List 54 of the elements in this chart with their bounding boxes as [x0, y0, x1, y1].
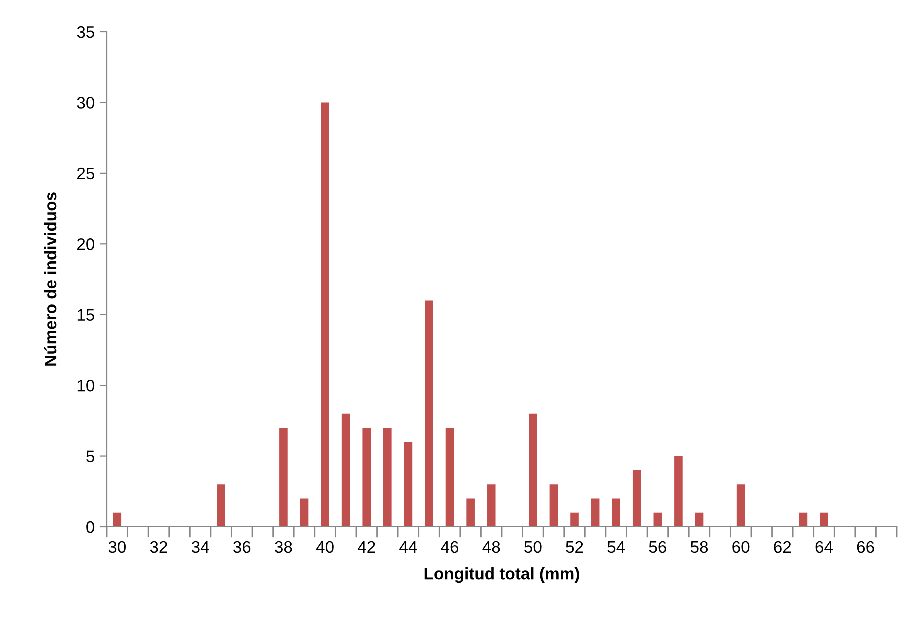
x-tick-label: 58 [690, 541, 708, 554]
bar [113, 512, 122, 527]
y-tick-label: 15 [78, 309, 94, 322]
bar [404, 442, 413, 527]
bar [280, 428, 288, 527]
bar [529, 414, 538, 527]
bar [570, 512, 579, 527]
x-tick-label: 42 [358, 541, 376, 553]
x-tick-label: 30 [108, 541, 126, 554]
bar [612, 498, 620, 527]
bar [362, 428, 372, 527]
x-tick-label: 50 [524, 541, 542, 554]
x-tick-label: 52 [566, 541, 584, 554]
y-tick-label: 30 [77, 97, 95, 109]
bar [799, 512, 808, 527]
bar [487, 484, 496, 527]
x-axis-title: Longitud total (mm) [424, 568, 580, 584]
x-tick-label: 46 [441, 541, 459, 554]
bar [674, 456, 683, 527]
y-tick-label: 25 [77, 168, 94, 180]
x-tick-label: 36 [234, 541, 251, 554]
x-tick-label: 56 [649, 541, 666, 554]
x-tick-label: 54 [608, 542, 626, 554]
bar [632, 470, 642, 527]
x-tick-label: 38 [275, 541, 292, 554]
y-axis-title: Número de individuos [44, 192, 57, 366]
bar [695, 512, 704, 527]
y-tick-label: 5 [86, 450, 94, 462]
bar [466, 498, 475, 527]
x-tick-label: 32 [150, 541, 168, 554]
x-tick-label: 64 [816, 541, 834, 554]
bar [300, 498, 309, 527]
x-tick-label: 40 [316, 541, 334, 554]
bar [384, 428, 392, 527]
y-tick-label: 35 [77, 26, 94, 38]
bar [342, 414, 350, 527]
bar [217, 484, 226, 527]
y-tick-label: 20 [77, 238, 95, 250]
bar [736, 484, 746, 527]
bar [820, 512, 828, 527]
x-tick-label: 48 [482, 541, 500, 554]
x-tick-label: 66 [857, 541, 874, 554]
x-tick-label: 34 [192, 541, 210, 554]
y-tick-label: 0 [86, 521, 95, 534]
x-tick-label: 60 [732, 541, 750, 554]
y-tick-label: 10 [78, 380, 95, 392]
x-tick-label: 44 [400, 542, 418, 553]
bar [550, 484, 558, 527]
bar [321, 102, 330, 527]
bar [654, 512, 662, 527]
x-tick-label: 62 [774, 541, 792, 554]
bar [446, 428, 454, 527]
bar [591, 498, 600, 527]
bar [425, 300, 434, 527]
